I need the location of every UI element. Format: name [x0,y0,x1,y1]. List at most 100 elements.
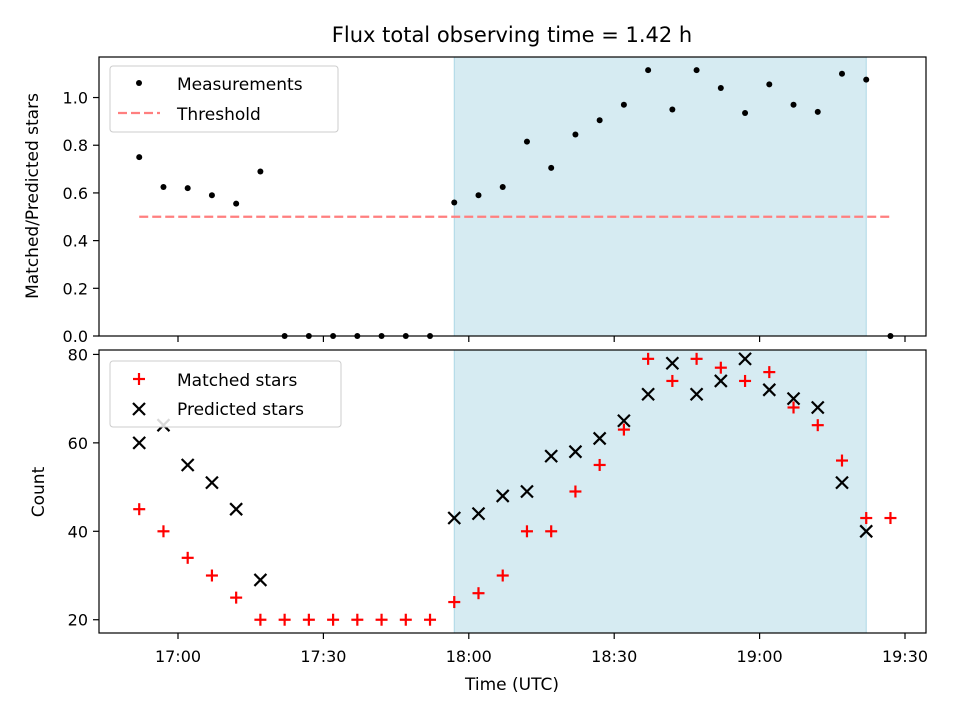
matched-star-point [278,613,291,626]
predicted-star-point [714,374,728,388]
y-tick-label: 60 [68,434,88,453]
predicted-star-point [738,352,752,366]
matched-star-point [496,569,509,582]
measurement-point [160,183,167,190]
measurement-point [523,138,530,145]
matched-star-point [424,613,437,626]
measurement-point [863,76,870,83]
measurement-point [742,110,749,117]
y-tick-label: 40 [68,522,88,541]
measurement-point [693,67,700,74]
x-tick-label: 17:30 [300,647,346,666]
bottom-y-axis: 20 40 60 80 [68,345,99,630]
x-tick-label: 18:30 [591,647,637,666]
matched-star-point [375,613,388,626]
top-legend: Measurements Threshold [109,65,339,133]
y-tick-label: 80 [68,345,88,364]
matched-star-point [327,613,340,626]
top-y-axis-label: Matched/Predicted stars [23,93,43,299]
legend-plus-marker [133,373,145,385]
x-axis-label: Time (UTC) [464,675,559,695]
predicted-star-point [762,383,777,397]
measurement-point [136,154,143,161]
bottom-axes-frame [98,349,927,634]
measurement-point [572,131,579,138]
measurement-point [766,81,773,88]
measurement-point [257,168,264,175]
bottom-y-axis-label: Count [29,466,49,517]
bottom-legend: Matched stars Predicted stars [109,360,342,428]
legend-predicted-label: Predicted stars [177,400,304,420]
predicted-star-point [180,458,195,472]
matched-star-point [181,551,194,564]
legend-matched-label: Matched stars [177,371,297,391]
y-tick-label: 0.8 [63,136,88,155]
matched-star-point [545,525,558,538]
x-tick-label: 17:00 [155,647,201,666]
measurement-point [499,183,506,190]
y-tick-label: 0.6 [63,184,88,203]
predicted-star-point [810,400,825,415]
y-tick-label: 1.0 [63,89,88,108]
top-x-ticks [177,336,906,342]
matched-star-point [714,361,727,374]
predicted-star-point [205,475,219,490]
predicted-star-point [447,511,462,525]
matched-star-point [666,374,679,387]
measurement-point [475,192,482,199]
matched-star-point [739,374,752,387]
predicted-star-point [229,502,243,516]
predicted-star-point [544,449,558,463]
matched-star-point [593,458,606,471]
matched-star-point [884,512,897,525]
x-tick-label: 18:00 [446,647,492,666]
predicted-star-point [617,413,631,428]
predicted-star-point [520,484,534,499]
y-tick-label: 20 [68,611,88,630]
matched-star-point [448,596,461,609]
y-tick-label: 0.0 [63,327,88,346]
matched-star-point [787,401,800,414]
predicted-star-point [495,489,510,503]
measurement-point [645,67,652,74]
legend-measurements-label: Measurements [177,75,303,95]
predicted-star-point [665,356,680,371]
measurement-point [717,85,724,91]
bottom-x-axis: 17:00 17:30 18:00 18:30 19:00 19:30 [155,633,928,666]
measurement-point [184,185,191,192]
matched-star-point [642,352,655,365]
top-y-axis: 0.0 0.2 0.4 0.6 0.8 1.0 [63,89,99,346]
chart-title: Flux total observing time = 1.42 h [332,23,692,47]
measurement-point [790,101,797,108]
measurement-point [208,192,215,199]
measurement-point [233,200,240,207]
predicted-star-point [835,475,849,490]
matched-star-point [520,525,533,538]
predicted-star-point [253,573,268,587]
top-panel: 0.0 0.2 0.4 0.6 0.8 1.0 Matched/Predicted sta… [23,56,927,346]
matched-star-point [351,613,364,626]
top-highlight-span [453,56,867,337]
y-tick-label: 0.4 [63,232,88,251]
top-legend-box [109,65,339,133]
measurement-point [548,164,555,171]
bottom-legend-box [109,360,342,428]
matched-star-point [254,613,267,626]
matched-star-point [835,454,848,467]
bottom-highlight-span [453,349,867,634]
predicted-star-point [132,436,147,450]
matched-star-point [811,419,824,432]
y-tick-label: 0.2 [63,279,88,298]
matched-star-point [617,423,630,436]
legend-threshold-label: Threshold [176,105,261,125]
legend-x-marker [132,402,146,416]
x-tick-label: 19:30 [882,647,928,666]
matched-star-point [399,613,412,626]
matched-star-point [763,366,776,379]
predicted-star-point [471,506,486,521]
matched-star-point [860,512,873,525]
matched-star-point [690,352,703,365]
top-axes-frame [98,56,927,337]
matched-star-point [157,525,170,538]
